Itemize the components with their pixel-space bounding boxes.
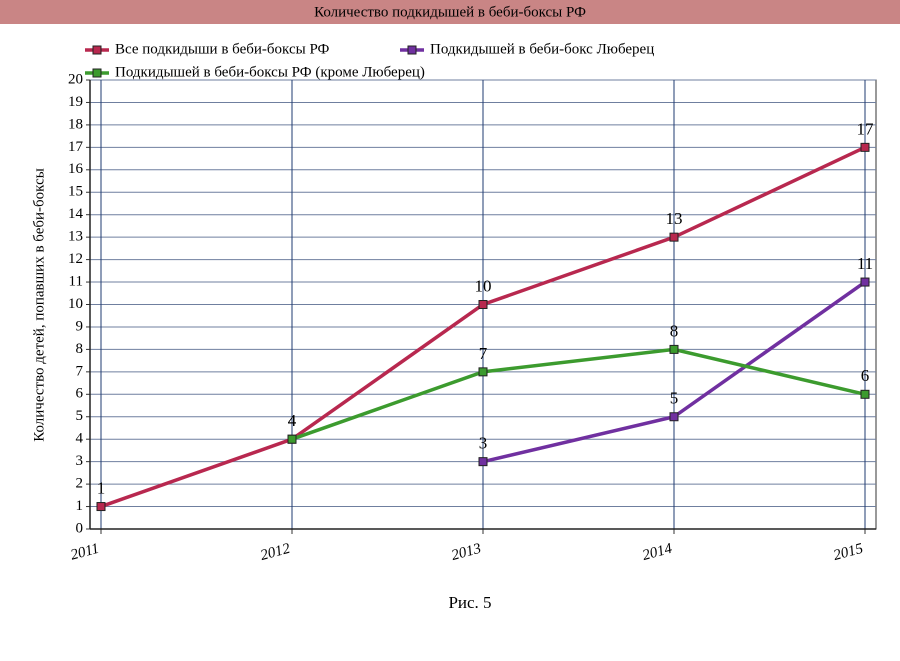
title-bar xyxy=(0,0,900,24)
point-marker xyxy=(287,434,297,444)
y-tick-label: 9 xyxy=(76,318,84,334)
point-marker xyxy=(669,232,679,242)
y-tick-label: 1 xyxy=(76,498,84,514)
y-tick-label: 4 xyxy=(76,431,84,447)
y-tick-label: 20 xyxy=(68,71,83,87)
point-marker xyxy=(860,389,870,399)
point-marker xyxy=(669,412,679,422)
legend-label: Подкидышей в беби-бокс Люберец xyxy=(430,41,654,57)
data-label: 1 xyxy=(97,478,106,497)
point-marker xyxy=(860,277,870,287)
data-label: 13 xyxy=(666,209,683,228)
y-tick-label: 15 xyxy=(68,184,83,200)
data-label: 11 xyxy=(857,254,873,273)
data-label: 4 xyxy=(288,411,297,430)
y-tick-label: 14 xyxy=(68,206,84,222)
y-tick-label: 3 xyxy=(76,453,84,469)
y-tick-label: 17 xyxy=(68,139,84,155)
x-tick-label: 2014 xyxy=(641,541,675,564)
y-tick-label: 5 xyxy=(76,408,84,424)
point-marker xyxy=(478,300,488,309)
point-marker xyxy=(669,344,679,354)
series-line xyxy=(291,347,866,441)
data-label: 7 xyxy=(479,344,488,363)
point-marker xyxy=(478,457,488,467)
caption: Рис. 5 xyxy=(448,593,491,612)
y-tick-label: 16 xyxy=(68,161,84,177)
point-marker xyxy=(478,367,488,377)
y-tick-label: 12 xyxy=(68,251,83,267)
y-tick-label: 8 xyxy=(76,341,84,357)
x-tick-label: 2015 xyxy=(832,541,866,564)
y-tick-label: 13 xyxy=(68,229,83,245)
y-axis-label: Количество детей, попавших в беби-боксы xyxy=(31,168,47,442)
x-tick-label: 2012 xyxy=(259,541,293,564)
point-marker xyxy=(860,142,870,152)
data-label: 17 xyxy=(857,119,875,138)
point-marker xyxy=(96,502,106,512)
legend-marker xyxy=(92,68,102,78)
y-tick-label: 2 xyxy=(76,476,84,492)
y-tick-label: 10 xyxy=(68,296,83,312)
x-tick-label: 2013 xyxy=(450,541,483,564)
y-tick-label: 7 xyxy=(76,363,84,379)
data-label: 5 xyxy=(670,389,679,408)
y-tick-label: 0 xyxy=(76,520,84,536)
legend-marker xyxy=(407,45,417,55)
data-label: 8 xyxy=(670,321,679,340)
data-label: 6 xyxy=(861,366,870,385)
legend-marker xyxy=(92,45,102,55)
data-label: 4 xyxy=(288,411,297,430)
chart-title: Количество подкидышей в беби-боксы РФ xyxy=(314,4,586,20)
x-tick-label: 2011 xyxy=(69,541,101,564)
legend-label: Подкидышей в беби-боксы РФ (кроме Любере… xyxy=(115,64,425,80)
legend-label: Все подкидыши в беби-боксы РФ xyxy=(115,41,330,57)
data-label: 10 xyxy=(475,276,492,295)
data-label: 3 xyxy=(479,434,488,453)
y-tick-label: 6 xyxy=(76,386,84,402)
y-tick-label: 11 xyxy=(69,273,83,289)
y-tick-label: 18 xyxy=(68,116,83,132)
y-tick-label: 19 xyxy=(68,94,83,110)
